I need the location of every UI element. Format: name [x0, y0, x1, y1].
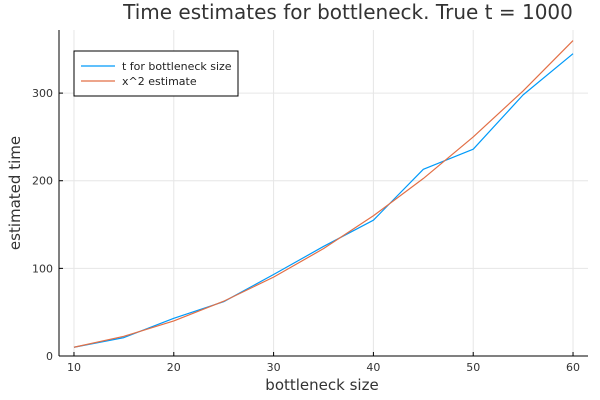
- y-tick-label: 300: [32, 87, 53, 100]
- y-tick-label: 200: [32, 175, 53, 188]
- legend-box: [73, 50, 239, 97]
- x-tick-label: 30: [267, 361, 281, 374]
- legend-label-x2-estimate: x^2 estimate: [122, 75, 197, 88]
- legend-label-t-for-bottleneck-size: t for bottleneck size: [122, 60, 232, 73]
- series-line-x-2-estimate: [73, 40, 574, 348]
- x-tick-label: 20: [167, 361, 181, 374]
- series-line-t-for-bottleneck-size: [73, 53, 574, 348]
- x-tick-label: 60: [566, 361, 580, 374]
- x-tick-label: 50: [466, 361, 480, 374]
- y-tick-label: 0: [46, 350, 53, 363]
- legend: t for bottleneck size x^2 estimate: [73, 50, 239, 97]
- x-tick-label: 10: [67, 361, 81, 374]
- plot-series: [73, 40, 574, 348]
- tick-labels: 10 20 30 40 50 60 0 100 200 300: [32, 87, 580, 374]
- x-tick-label: 40: [366, 361, 380, 374]
- x-axis-label: bottleneck size: [265, 376, 378, 394]
- axes: [58, 30, 588, 357]
- y-tick-label: 100: [32, 262, 53, 275]
- chart-title: Time estimates for bottleneck. True t = …: [122, 0, 573, 24]
- y-axis-label: estimated time: [6, 136, 24, 250]
